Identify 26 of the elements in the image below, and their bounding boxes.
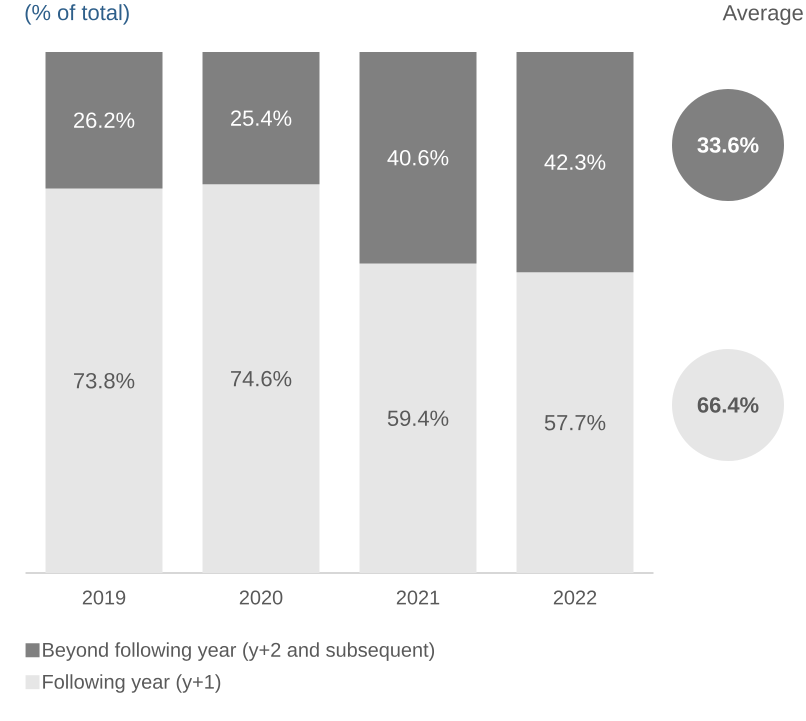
x-tick-label: 2022: [554, 590, 596, 605]
x-tick-label: 2021: [396, 590, 440, 605]
bar: [516, 272, 634, 573]
bar: [516, 52, 634, 272]
data-label: 42.3%: [544, 154, 606, 170]
bar: [202, 52, 320, 184]
bar: [202, 184, 320, 573]
data-label: 25.4%: [231, 110, 292, 126]
x-tick-label: 2019: [82, 590, 126, 605]
bar: [46, 188, 163, 573]
bar: [46, 52, 163, 188]
bar: [360, 264, 477, 573]
text: Average: [722, 5, 803, 25]
data-label: 74.6%: [231, 370, 292, 386]
data-label: 73.8%: [74, 372, 134, 388]
data-label: 57.7%: [544, 414, 606, 430]
x-tick-label: 2020: [240, 590, 282, 605]
data-label: 26.2%: [74, 112, 134, 128]
data-label: 40.6%: [387, 150, 448, 166]
bar: [360, 52, 477, 264]
chart-title: (% of total): [26, 4, 129, 25]
legend-label: Following year (y+1): [43, 674, 220, 693]
text: 66.4%: [698, 397, 758, 413]
text: 33.6%: [697, 137, 758, 153]
legend-label: Beyond following year (y+2 and subsequent): [43, 642, 434, 661]
data-label: 59.4%: [388, 410, 448, 426]
